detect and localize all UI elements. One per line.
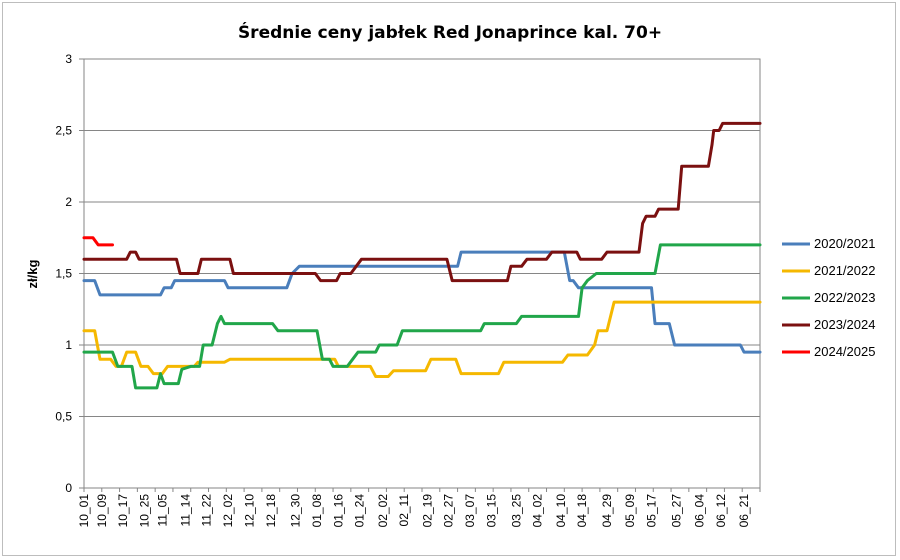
y-tick-label: 1 bbox=[65, 338, 72, 352]
y-tick-label: 2,5 bbox=[55, 124, 72, 138]
legend: 2020/2021 2021/2022 2022/2023 2023/2024 2024… bbox=[782, 236, 875, 359]
x-tick-label: 05_27 bbox=[669, 494, 683, 528]
series-line-2023/2024 bbox=[82, 121, 762, 283]
x-tick-label: 12_18 bbox=[264, 494, 278, 528]
y-tick-label: 3 bbox=[65, 52, 72, 66]
x-axis-ticks: 10_01 10_09 10_17 10_25 11_05 11_14 11_22 12_02… bbox=[77, 488, 761, 528]
x-tick-label: 05_17 bbox=[644, 494, 658, 528]
y-axis-ticks: 0 0,5 1 1,5 2 2,5 3 bbox=[55, 52, 84, 495]
x-tick-label: 11_14 bbox=[178, 494, 192, 527]
x-tick-label: 06_21 bbox=[737, 494, 751, 528]
x-tick-label: 03_07 bbox=[463, 494, 477, 528]
x-tick-label: 02_19 bbox=[420, 494, 434, 528]
legend-label: 2024/2025 bbox=[814, 344, 875, 359]
x-tick-label: 04_29 bbox=[600, 494, 614, 528]
x-tick-label: 05_09 bbox=[623, 494, 637, 528]
x-tick-label: 12_02 bbox=[221, 494, 235, 528]
x-tick-label: 06_12 bbox=[714, 494, 728, 528]
x-tick-label: 03_25 bbox=[509, 494, 523, 528]
legend-label: 2023/2024 bbox=[814, 317, 875, 332]
x-tick-label: 04_18 bbox=[575, 494, 589, 528]
x-tick-label: 10_09 bbox=[95, 494, 109, 528]
series-lines bbox=[82, 121, 762, 390]
x-tick-label: 10_25 bbox=[137, 494, 151, 528]
x-tick-label: 11_05 bbox=[155, 494, 169, 527]
y-tick-label: 1,5 bbox=[55, 267, 72, 281]
x-tick-label: 02_02 bbox=[376, 494, 390, 528]
x-tick-label: 06_04 bbox=[693, 494, 707, 528]
y-tick-label: 0 bbox=[65, 481, 72, 495]
legend-label: 2020/2021 bbox=[814, 236, 875, 251]
x-tick-label: 12_10 bbox=[242, 494, 256, 528]
x-tick-label: 04_10 bbox=[554, 494, 568, 528]
gridlines bbox=[84, 58, 760, 417]
y-axis-label: zł/kg bbox=[25, 259, 40, 288]
legend-label: 2021/2022 bbox=[814, 263, 875, 278]
y-tick-label: 0,5 bbox=[55, 410, 72, 424]
x-tick-label: 11_22 bbox=[200, 494, 214, 527]
x-tick-label: 02_27 bbox=[442, 494, 456, 528]
x-tick-label: 01_24 bbox=[353, 494, 367, 528]
series-line-2024/2025 bbox=[82, 236, 114, 247]
x-tick-label: 01_16 bbox=[331, 494, 345, 528]
chart-title: Średnie ceny jabłek Red Jonaprince kal. … bbox=[238, 21, 662, 43]
x-tick-label: 01_08 bbox=[310, 494, 324, 528]
series-line-2020/2021 bbox=[82, 250, 762, 354]
x-tick-label: 04_02 bbox=[531, 494, 545, 528]
series-line-2022/2023 bbox=[82, 243, 762, 390]
x-tick-label: 10_01 bbox=[77, 494, 91, 528]
x-tick-label: 12_30 bbox=[289, 494, 303, 528]
x-tick-label: 02_11 bbox=[397, 494, 411, 527]
x-tick-label: 03_15 bbox=[484, 494, 498, 528]
x-tick-label: 10_17 bbox=[116, 494, 130, 528]
legend-label: 2022/2023 bbox=[814, 290, 875, 305]
y-tick-label: 2 bbox=[65, 195, 72, 209]
